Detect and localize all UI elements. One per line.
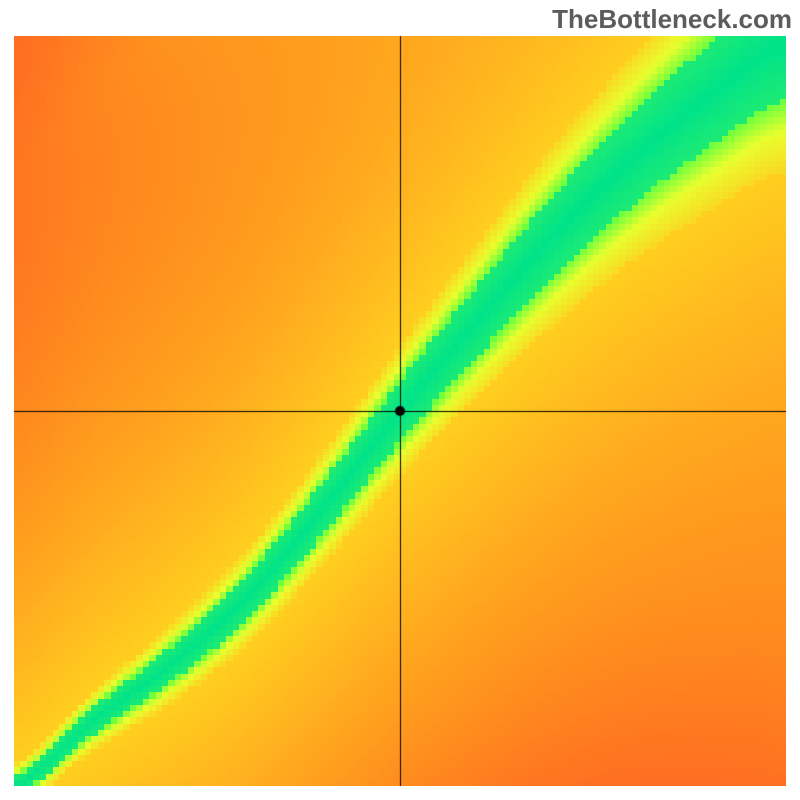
chart-container: TheBottleneck.com [0,0,800,800]
watermark-text: TheBottleneck.com [552,4,792,35]
crosshair-overlay [0,0,800,800]
